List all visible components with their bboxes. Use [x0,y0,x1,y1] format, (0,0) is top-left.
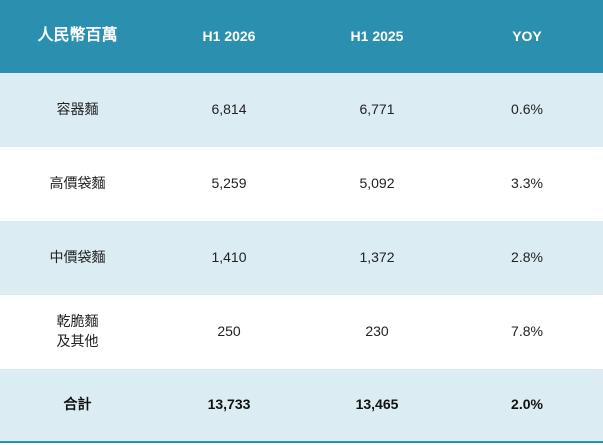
row-h1-2026-value: 1,410 [211,249,247,266]
header-h1-2025: H1 2025 [350,27,404,44]
header-unit-label: 人民幣百萬 [37,27,118,45]
table-total-row: 合計 13,733 13,465 2.0% [0,369,603,443]
row-category-line-1: 乾脆麵 [56,313,99,330]
row-category-line-2: 及其他 [56,333,99,349]
row-category: 高價袋麵 [49,175,106,192]
header-h1-2026: H1 2026 [202,27,256,44]
table-row: 乾脆麵 及其他 250 230 7.8% [0,295,603,369]
row-h1-2025-value: 230 [365,323,389,340]
row-yoy-value: 7.8% [511,323,543,340]
row-h1-2025-value: 5,092 [359,175,395,192]
table-row: 高價袋麵 5,259 5,092 3.3% [0,147,603,221]
row-h1-2026-value: 5,259 [211,175,247,192]
row-category: 中價袋麵 [49,249,106,266]
total-label: 合計 [63,396,92,413]
header-yoy: YOY [512,27,542,44]
row-yoy-value: 0.6% [511,101,543,118]
row-h1-2026-value: 6,814 [211,101,247,118]
row-yoy-value: 3.3% [511,175,543,192]
row-h1-2025-value: 1,372 [359,249,395,266]
total-h1-2025-value: 13,465 [355,396,399,413]
total-yoy-value: 2.0% [511,396,543,413]
total-h1-2026-value: 13,733 [207,396,251,413]
row-category: 乾脆麵 及其他 [0,312,155,351]
row-category: 容器麵 [56,101,99,118]
table-row: 容器麵 6,814 6,771 0.6% [0,73,603,147]
row-yoy-value: 2.8% [511,249,543,266]
table-header-row: 人民幣百萬 H1 2026 H1 2025 YOY [0,0,603,73]
table-row: 中價袋麵 1,410 1,372 2.8% [0,221,603,295]
row-h1-2025-value: 6,771 [359,101,395,118]
row-h1-2026-value: 250 [217,323,241,340]
